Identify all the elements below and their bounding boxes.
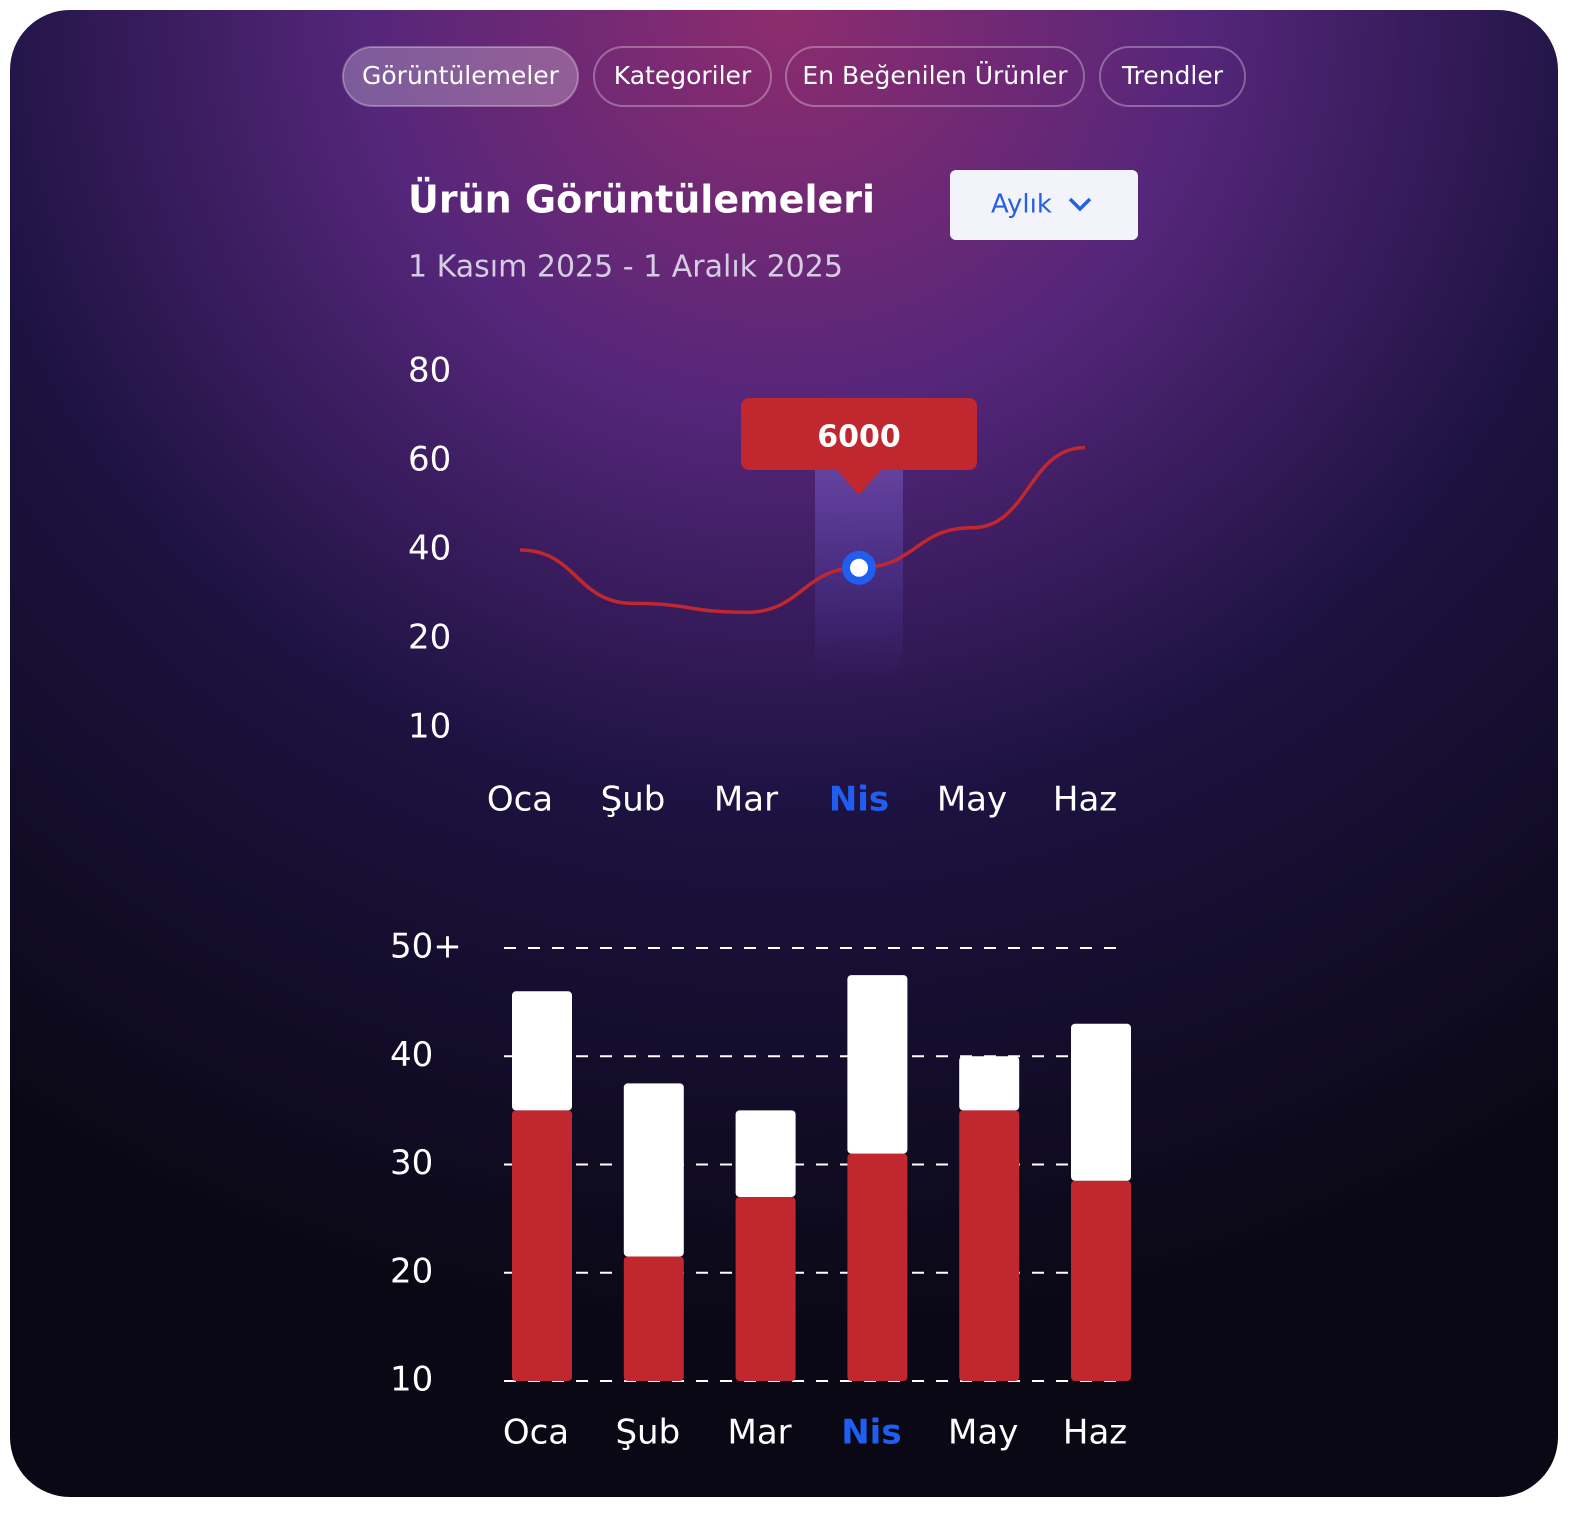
y-tick-label: 60 — [408, 440, 451, 480]
card — [10, 10, 1558, 1497]
x-tick-label: Nis — [829, 780, 889, 820]
y-tick-label: 20 — [390, 1251, 433, 1291]
bar-segment — [735, 1196, 796, 1381]
tab[interactable] — [593, 46, 772, 107]
title: Ürün Görüntülemeleri — [408, 178, 875, 222]
y-tick-label: 80 — [408, 351, 451, 391]
tab-label[interactable]: Kategoriler — [614, 61, 752, 90]
highlight-point-core — [850, 558, 868, 577]
bar-segment — [735, 1110, 796, 1197]
bar-segment — [512, 991, 572, 1111]
x-tick-label: Oca — [503, 1413, 569, 1453]
x-tick-label: Mar — [728, 1413, 792, 1453]
x-tick-label: May — [948, 1413, 1018, 1453]
y-tick-label: 20 — [408, 618, 451, 658]
dropdown-label[interactable]: Aylık — [991, 190, 1052, 220]
y-tick-label: 30 — [390, 1143, 433, 1183]
y-tick-label: 50+ — [390, 927, 462, 967]
tab[interactable] — [785, 46, 1085, 107]
x-tick-label: Nis — [841, 1413, 901, 1453]
tab[interactable] — [342, 46, 579, 107]
tooltip — [741, 398, 977, 495]
tooltip-label: 6000 — [817, 420, 901, 455]
chevron — [1068, 197, 1092, 212]
bar-segment — [512, 1110, 572, 1381]
line — [519, 445, 1086, 615]
tab[interactable] — [1099, 46, 1246, 107]
bar-segment — [1071, 1023, 1131, 1181]
dropdown[interactable]: Aylık — [950, 170, 1138, 240]
x-tick-label: Oca — [487, 780, 553, 820]
bar-segment — [959, 1056, 1020, 1111]
y-tick-label: 10 — [390, 1360, 433, 1400]
bar-segment — [847, 1153, 908, 1381]
bar-segment — [959, 1110, 1020, 1381]
tab-label[interactable]: En Beğenilen Ürünler — [802, 61, 1068, 90]
bar-segment — [847, 975, 908, 1154]
bar-segment — [623, 1256, 684, 1381]
y-tick-label: 10 — [408, 707, 451, 747]
bar-segment — [1071, 1180, 1131, 1381]
y-tick-label: 40 — [390, 1035, 433, 1075]
x-tick-label: Şub — [601, 780, 666, 820]
y-tick-label: 40 — [408, 529, 451, 569]
subtitle: 1 Kasım 2025 - 1 Aralık 2025 — [408, 250, 843, 285]
x-tick-label: Mar — [714, 780, 778, 820]
x-tick-label: May — [937, 780, 1007, 820]
x-tick-label: Şub — [615, 1413, 680, 1453]
tab-label[interactable]: Görüntülemeler — [362, 61, 560, 90]
tab-label[interactable]: Trendler — [1121, 61, 1224, 90]
x-tick-label: Haz — [1063, 1413, 1127, 1453]
dropdown-box[interactable] — [950, 170, 1138, 240]
x-tick-label: Haz — [1053, 780, 1117, 820]
bar-segment — [623, 1083, 684, 1257]
